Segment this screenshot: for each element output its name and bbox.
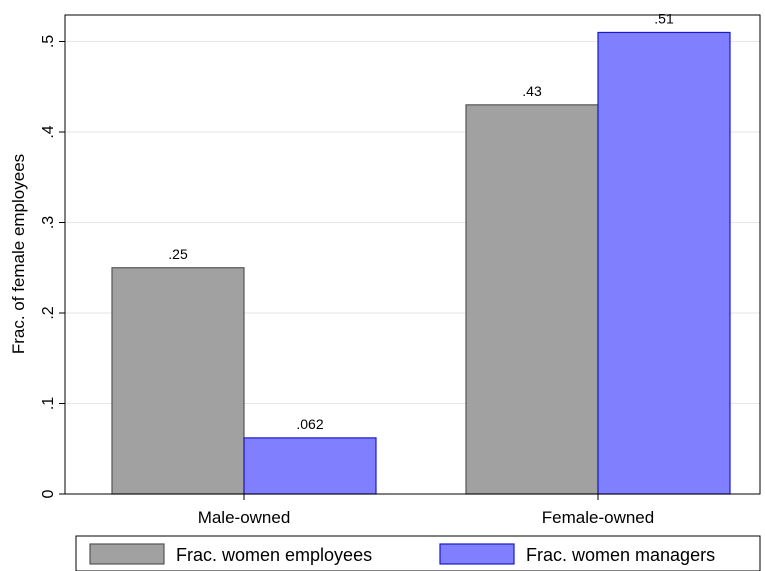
y-tick-label: 0 (40, 489, 57, 498)
y-axis-title: Frac. of female employees (9, 154, 28, 354)
bar-managers-male-owned (243, 437, 377, 495)
x-category-label: Male-owned (198, 508, 291, 527)
y-tick-label: .1 (40, 397, 57, 410)
legend-frame (75, 535, 761, 571)
y-tick-label: .2 (40, 306, 57, 319)
bar-managers-female-owned (597, 31, 731, 495)
bars (111, 31, 731, 495)
legend-label-employees: Frac. women employees (176, 545, 372, 565)
plot-frame (64, 14, 761, 495)
legend-label-managers: Frac. women managers (526, 545, 715, 565)
bar-value-label: .51 (654, 10, 674, 26)
y-tick-label: .4 (40, 125, 57, 138)
x-category-label: Female-owned (542, 508, 654, 527)
y-axis: 0 .1 .2 .3 .4 .5 (40, 35, 65, 498)
x-axis: Male-owned Female-owned (198, 494, 654, 527)
legend-swatch-employees (89, 543, 165, 565)
bar-value-label: .43 (522, 83, 542, 99)
legend: Frac. women employees Frac. women manager… (75, 535, 761, 571)
bar-value-label: .25 (168, 246, 188, 262)
bar-value-labels: .25 .062 .43 .51 (168, 10, 674, 431)
bar-value-label: .062 (296, 416, 323, 432)
bar-employees-male-owned (111, 267, 245, 495)
y-tick-label: .3 (40, 216, 57, 229)
legend-swatch-managers (439, 543, 515, 565)
y-tick-label: .5 (40, 35, 57, 48)
bar-employees-female-owned (465, 104, 599, 495)
